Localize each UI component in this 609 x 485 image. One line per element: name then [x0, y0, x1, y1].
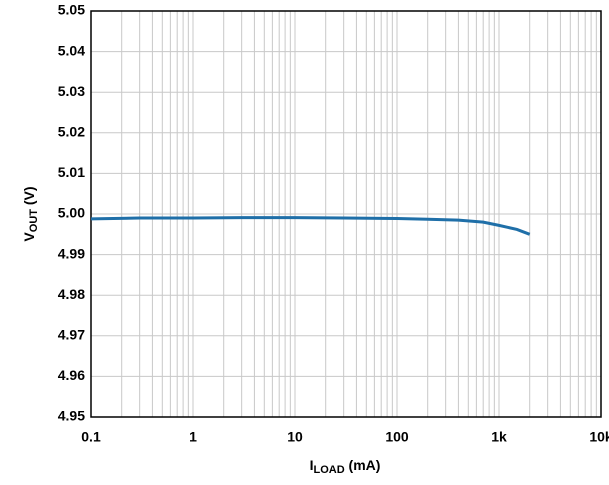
y-tick-label: 5.01 [58, 164, 85, 180]
y-tick-label: 5.04 [58, 42, 85, 58]
data-line [90, 216, 531, 236]
y-tick-label: 5.02 [58, 124, 85, 140]
plot-frame [90, 10, 602, 418]
x-tick-label: 0.1 [81, 429, 101, 445]
y-tick-label: 5.03 [58, 83, 85, 99]
y-tick-label: 4.97 [58, 327, 85, 343]
y-tick-label: 4.96 [58, 367, 85, 383]
x-axis-label: ILOAD (mA) [310, 457, 381, 476]
y-tick-label: 5.00 [58, 205, 85, 221]
y-tick-label: 5.05 [58, 2, 85, 18]
x-tick-label: 100 [385, 429, 409, 445]
y-tick-label: 4.98 [58, 286, 85, 302]
y-tick-label: 4.99 [58, 245, 85, 261]
x-tick-label: 1 [189, 429, 197, 445]
y-axis-label: VOUT (V) [21, 186, 40, 241]
x-tick-label: 10 [287, 429, 303, 445]
x-tick-label: 1k [491, 429, 507, 445]
x-tick-label: 10k [589, 429, 609, 445]
y-tick-label: 4.95 [58, 408, 85, 424]
